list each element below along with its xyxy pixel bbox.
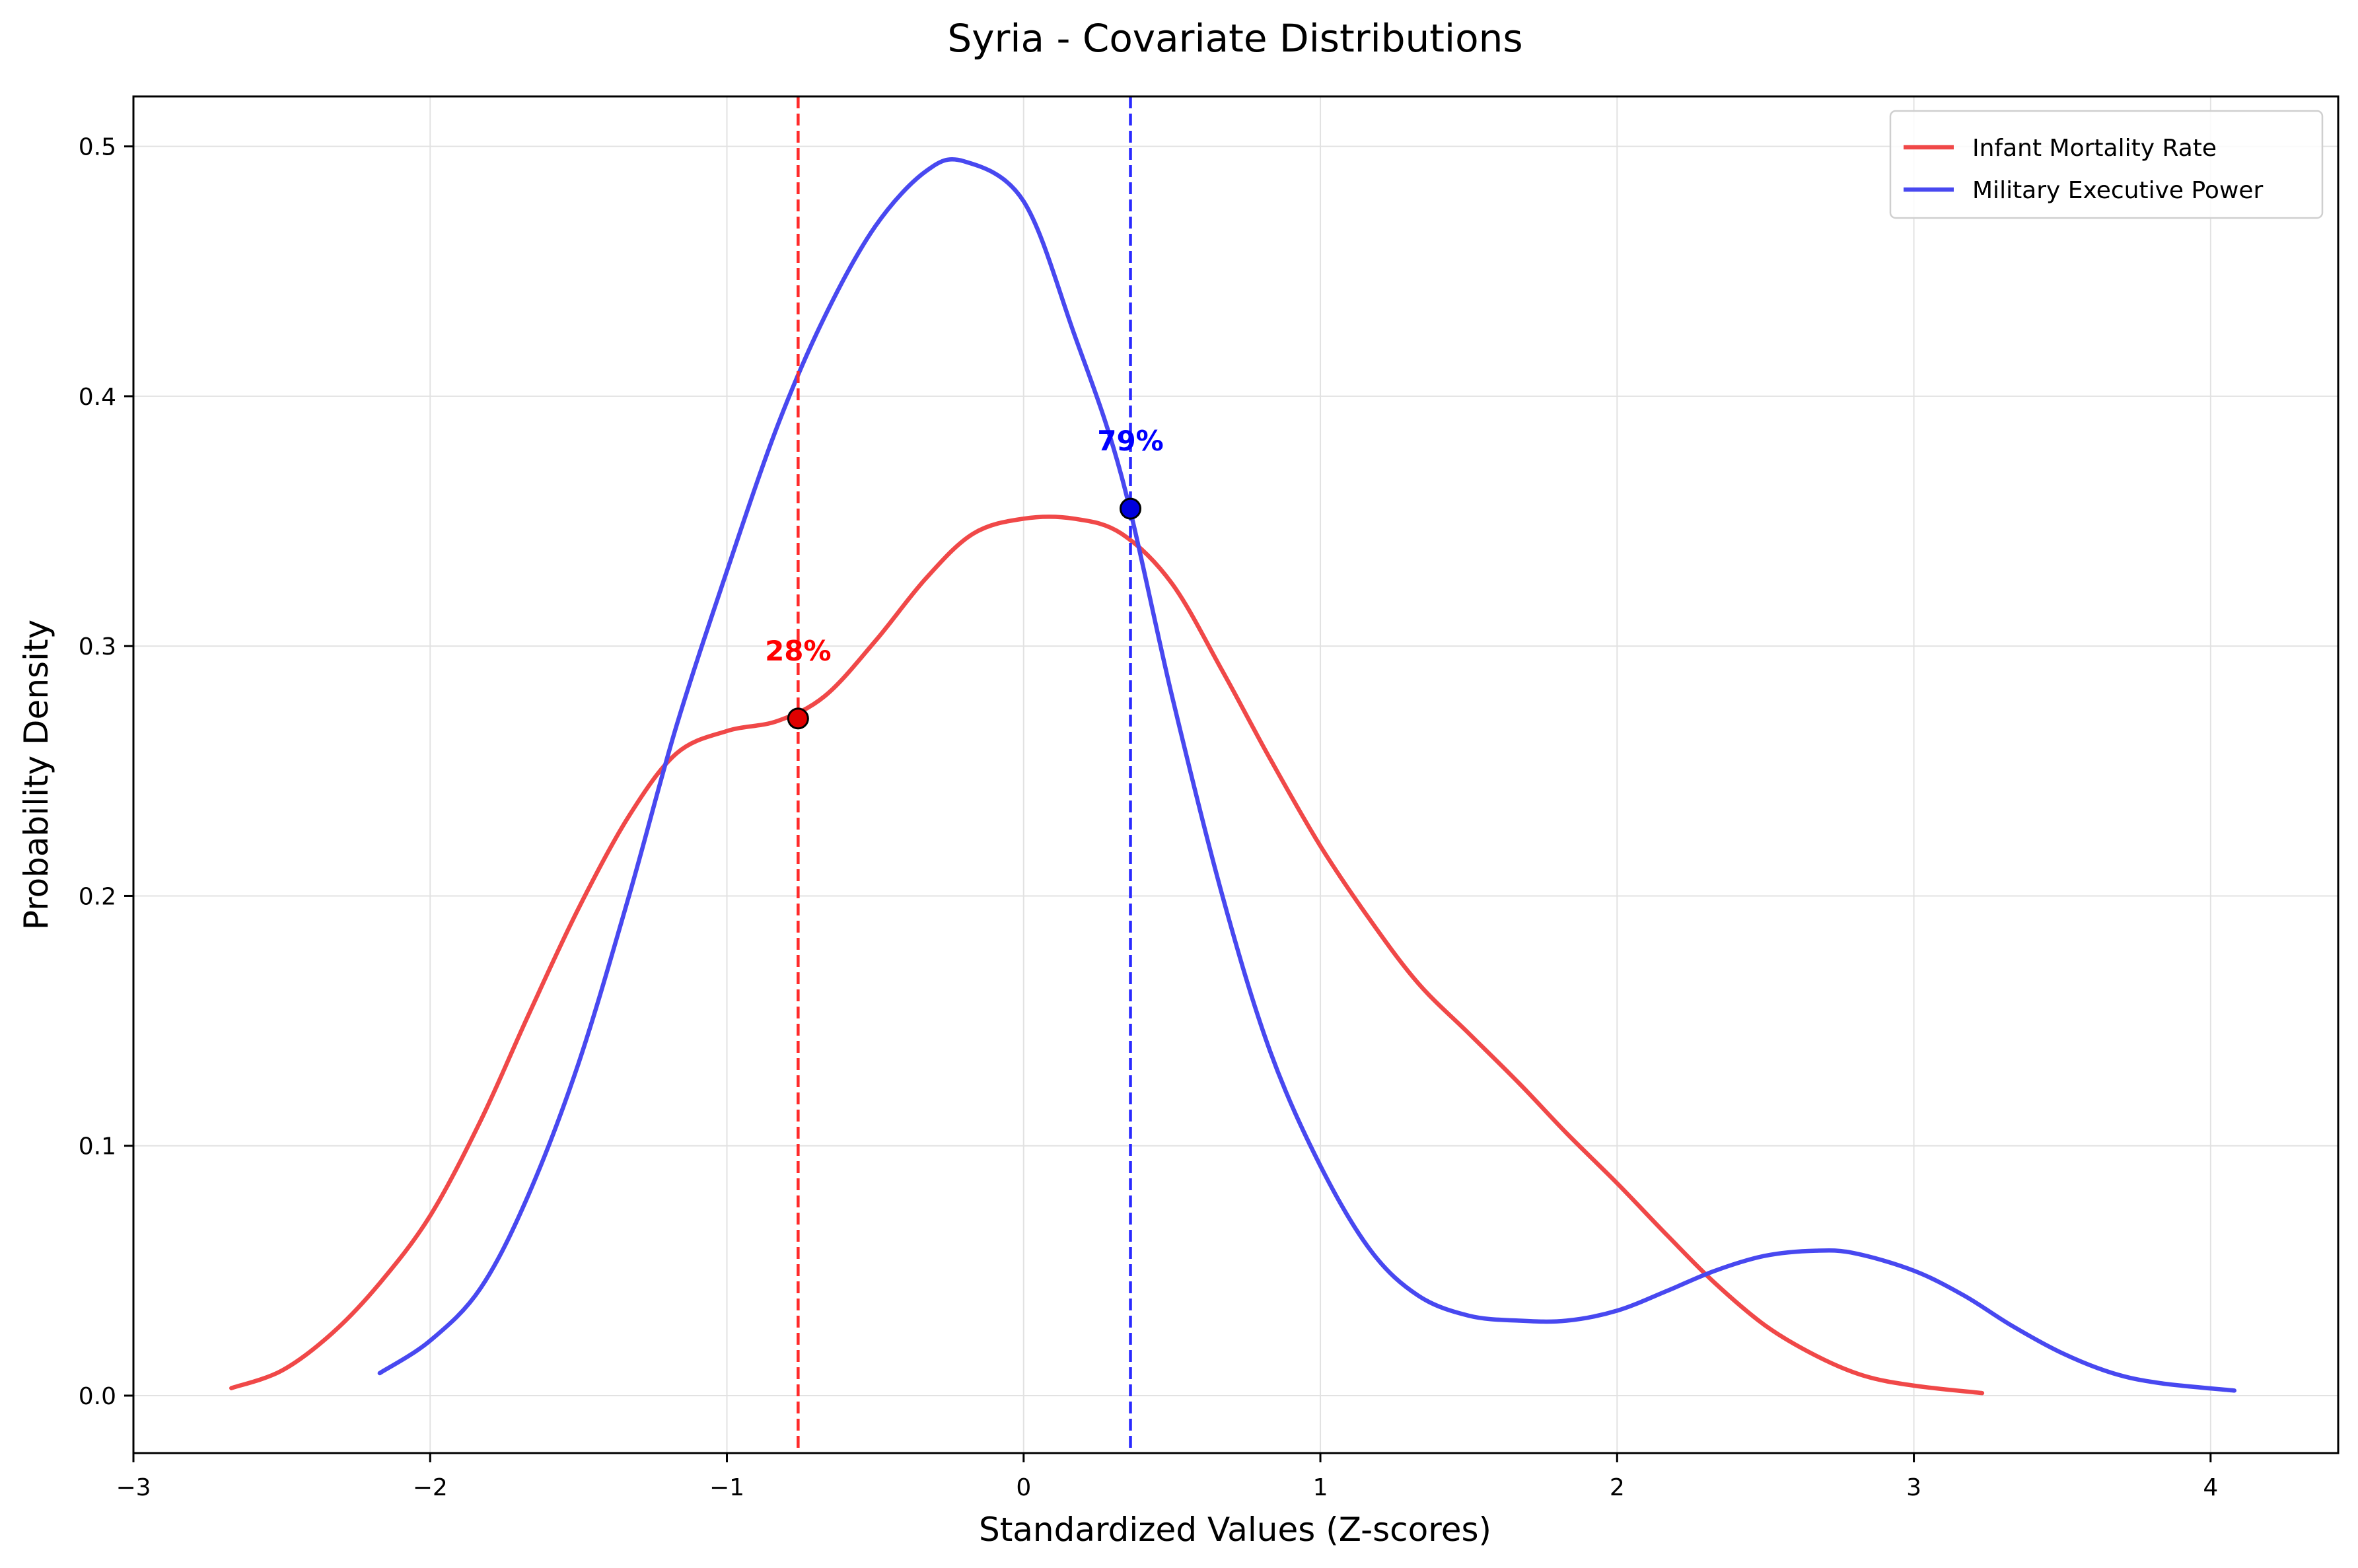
y-tick-label: 0.1 <box>79 1133 116 1160</box>
y-tick-label: 0.5 <box>79 134 116 161</box>
y-axis: 0.0 0.1 0.2 0.3 0.4 0.5 <box>79 134 133 1410</box>
series-line-0 <box>229 515 1985 1396</box>
marker-point-1 <box>1120 497 1142 520</box>
plot-area: 28% 79% <box>229 96 2237 1453</box>
series-line-1 <box>377 157 2237 1393</box>
legend-label-1: Military Executive Power <box>1972 177 2264 204</box>
axes-frame <box>132 95 2340 1454</box>
x-tick-label: 0 <box>1016 1474 1031 1501</box>
x-tick-label: 1 <box>1313 1474 1328 1501</box>
marker-point-0 <box>787 707 809 730</box>
x-tick-label: −3 <box>116 1474 151 1501</box>
x-tick-label: −1 <box>709 1474 744 1501</box>
x-axis: −3 −2 −1 0 1 2 3 4 <box>116 1453 2218 1501</box>
chart-title: Syria - Covariate Distributions <box>947 16 1522 61</box>
x-tick-label: 3 <box>1906 1474 1921 1501</box>
y-axis-label: Probability Density <box>17 620 55 930</box>
marker-label-0: 28% <box>765 635 832 667</box>
marker-label-1: 79% <box>1097 425 1164 457</box>
legend: Infant Mortality Rate Military Executive … <box>1889 110 2324 219</box>
y-tick-label: 0.2 <box>79 883 116 910</box>
y-tick-label: 0.4 <box>79 384 116 411</box>
legend-box <box>1889 110 2324 219</box>
legend-label-0: Infant Mortality Rate <box>1972 135 2217 162</box>
x-tick-label: 2 <box>1610 1474 1625 1501</box>
x-axis-label: Standardized Values (Z-scores) <box>979 1511 1491 1549</box>
y-tick-label: 0.3 <box>79 633 116 660</box>
x-tick-label: −2 <box>413 1474 448 1501</box>
y-tick-label: 0.0 <box>79 1383 116 1410</box>
x-tick-label: 4 <box>2203 1474 2218 1501</box>
